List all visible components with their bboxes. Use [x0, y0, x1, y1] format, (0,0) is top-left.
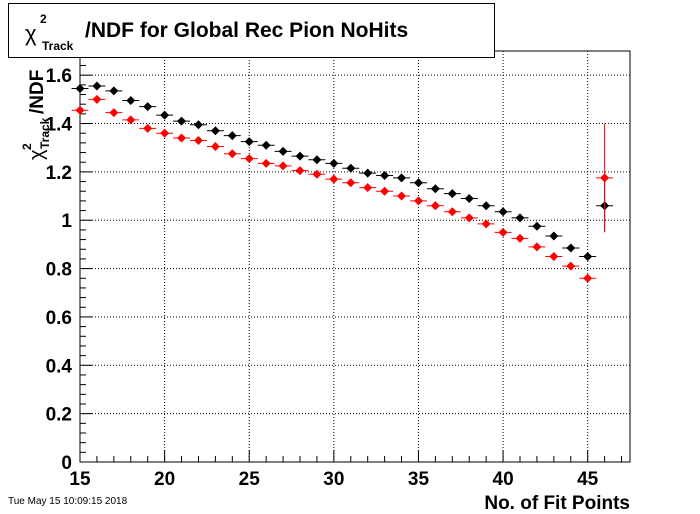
- data-point-marker: [261, 140, 271, 150]
- data-point-marker: [126, 96, 136, 106]
- data-point-marker: [109, 108, 119, 118]
- data-point-marker: [278, 161, 288, 171]
- data-point-marker: [447, 189, 457, 199]
- y-tick-label: 0.6: [46, 308, 72, 329]
- data-point-marker: [92, 94, 102, 104]
- y-tick-label: 0.2: [46, 405, 72, 426]
- data-point-marker: [329, 158, 339, 168]
- datestamp: Tue May 15 10:09:15 2018: [8, 496, 128, 507]
- title-chi-superscript: 2: [40, 12, 47, 26]
- x-tick-label: 15: [69, 469, 91, 490]
- data-point-marker: [329, 174, 339, 184]
- data-point-marker: [210, 141, 220, 151]
- data-point-marker: [549, 252, 559, 261]
- data-point-marker: [261, 158, 271, 168]
- data-point-marker: [210, 126, 220, 136]
- data-point-marker: [92, 81, 102, 91]
- y-axis-label: χ 2 Track /NDF: [20, 70, 52, 160]
- data-point-marker: [75, 105, 85, 115]
- data-point-marker: [143, 102, 153, 112]
- y-axis-label-rest: /NDF: [27, 70, 48, 114]
- series-2: [71, 94, 614, 283]
- x-tick-label: 35: [408, 469, 430, 490]
- data-point-marker: [566, 261, 576, 271]
- y-axis-label-sup: 2: [20, 143, 34, 150]
- data-point-marker: [346, 178, 356, 188]
- data-point-marker: [278, 146, 288, 156]
- data-point-marker: [481, 219, 491, 229]
- data-point-marker: [397, 191, 407, 201]
- data-point-marker: [193, 135, 203, 145]
- data-point-marker: [532, 221, 542, 231]
- data-point-marker: [397, 173, 407, 183]
- data-point-marker: [600, 173, 610, 183]
- y-tick-label: 1.4: [46, 115, 73, 136]
- tick-labels: 15 20 25 30 35 40 45 0 0.2 0.4 0.6 0.8 1 1.2 1.4 1.6: [46, 66, 599, 490]
- y-tick-label: 1.2: [46, 163, 72, 184]
- data-point-marker: [515, 213, 525, 223]
- data-point-marker: [566, 243, 576, 253]
- x-tick-label: 25: [239, 469, 261, 490]
- data-point-marker: [160, 110, 170, 120]
- x-tick-label: 45: [577, 469, 599, 490]
- data-point-marker: [413, 196, 423, 206]
- axis-ticks: [79, 55, 623, 463]
- data-point-marker: [227, 131, 237, 141]
- data-point-marker: [160, 128, 170, 138]
- data-point-marker: [109, 86, 119, 96]
- x-axis-label: No. of Fit Points: [484, 493, 630, 514]
- y-tick-label: 0.8: [46, 260, 72, 281]
- data-point-marker: [177, 116, 187, 126]
- data-point-marker: [363, 183, 373, 193]
- y-axis-label-sub: Track: [38, 117, 52, 149]
- series-1: [71, 81, 614, 261]
- y-tick-label: 0: [61, 453, 72, 474]
- title-chi-subscript: Track: [42, 39, 74, 53]
- data-point-marker: [193, 120, 203, 130]
- data-point-marker: [464, 213, 474, 223]
- data-point-marker: [346, 163, 356, 173]
- data-point-marker: [380, 171, 390, 181]
- data-point-marker: [143, 123, 153, 133]
- chart-title: /NDF for Global Rec Pion NoHits: [85, 19, 409, 42]
- data-points: [71, 81, 614, 283]
- chart-title-box: χ 2 Track /NDF for Global Rec Pion NoHit…: [8, 3, 495, 58]
- grid-lines: [80, 51, 630, 462]
- data-point-marker: [312, 155, 322, 165]
- data-point-marker: [430, 184, 440, 194]
- data-point-marker: [498, 227, 508, 237]
- data-point-marker: [583, 273, 593, 283]
- data-point-marker: [363, 168, 373, 178]
- data-point-marker: [481, 201, 491, 211]
- data-point-marker: [312, 169, 322, 179]
- data-point-marker: [549, 231, 559, 241]
- y-axis-label-chi: χ: [26, 149, 48, 160]
- y-tick-label: 0.4: [46, 356, 73, 377]
- data-point-marker: [75, 83, 85, 93]
- title-chi-symbol: χ: [25, 21, 37, 46]
- y-tick-label: 1.6: [46, 66, 72, 87]
- data-point-marker: [583, 252, 593, 261]
- data-point-marker: [227, 149, 237, 159]
- data-point-marker: [532, 242, 542, 252]
- data-point-marker: [244, 137, 254, 147]
- x-tick-label: 20: [154, 469, 175, 490]
- x-tick-label: 30: [323, 469, 344, 490]
- data-point-marker: [177, 133, 187, 143]
- data-point-marker: [498, 207, 508, 217]
- data-point-marker: [413, 178, 423, 188]
- data-point-marker: [464, 193, 474, 203]
- data-point-marker: [126, 115, 136, 125]
- y-tick-label: 1: [61, 211, 72, 232]
- x-tick-label: 40: [493, 469, 514, 490]
- data-point-marker: [244, 154, 254, 164]
- data-point-marker: [295, 151, 305, 161]
- data-point-marker: [430, 201, 440, 211]
- data-point-marker: [447, 207, 457, 217]
- data-point-marker: [380, 186, 390, 196]
- data-point-marker: [295, 166, 305, 176]
- data-point-marker: [515, 233, 525, 243]
